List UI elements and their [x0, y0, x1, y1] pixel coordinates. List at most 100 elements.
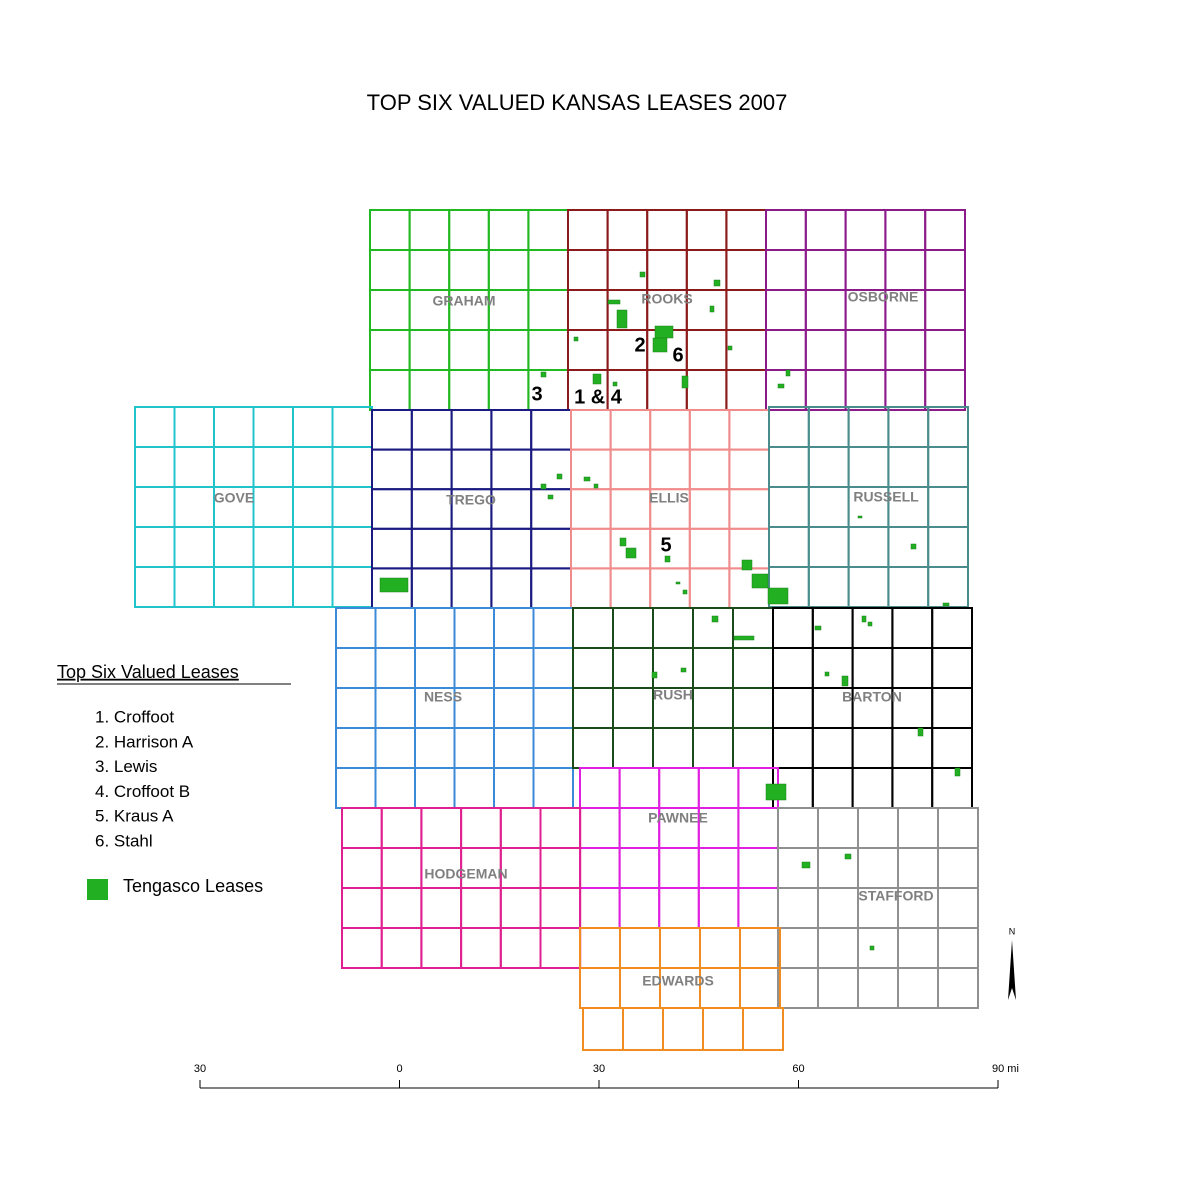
township: [688, 409, 731, 451]
lease-patch: [639, 271, 646, 278]
lease-patch: [767, 587, 789, 605]
legend-item: 4. Croffoot B: [95, 782, 190, 801]
lease-patch: [869, 945, 875, 951]
county-label: NESS: [424, 689, 462, 705]
county: [369, 209, 570, 411]
county: [765, 209, 967, 411]
labels: GRAHAM ROOKS OSBORNE GOVE TREGO ELLIS RUSSELL N…: [214, 289, 934, 989]
township: [173, 486, 215, 528]
township: [884, 249, 927, 291]
township: [692, 727, 734, 769]
township: [579, 767, 621, 809]
township: [619, 927, 661, 969]
lease-patch: [619, 537, 627, 547]
township: [924, 249, 967, 291]
township: [739, 967, 781, 1009]
township: [725, 369, 768, 411]
lease-patch: [765, 783, 787, 801]
scale-label: 90 mi: [992, 1063, 1019, 1075]
township: [408, 209, 451, 251]
township: [612, 687, 654, 729]
township: [530, 448, 573, 491]
township: [570, 488, 612, 530]
township: [662, 1007, 704, 1051]
township: [414, 647, 456, 689]
township: [688, 448, 731, 491]
township: [374, 607, 416, 649]
township: [173, 566, 215, 608]
lease-patch: [651, 671, 658, 679]
lease-patch: [625, 547, 637, 559]
township: [811, 727, 854, 769]
township: [527, 329, 570, 371]
township: [924, 329, 967, 371]
township: [532, 647, 574, 689]
township: [371, 488, 413, 530]
county: [768, 406, 970, 608]
township: [688, 527, 731, 570]
township: [847, 526, 890, 568]
township: [460, 927, 502, 969]
township: [646, 249, 688, 291]
township: [448, 369, 490, 411]
township: [134, 446, 176, 488]
township: [341, 847, 383, 889]
legend-tengasco: Tengasco Leases: [123, 876, 263, 896]
township: [688, 567, 731, 610]
township: [609, 409, 652, 451]
township: [450, 409, 493, 451]
township: [728, 409, 771, 451]
township: [570, 448, 612, 491]
lease-patch: [857, 515, 863, 519]
lease-patch: [727, 345, 733, 351]
township: [649, 567, 691, 610]
township: [134, 486, 176, 528]
township: [414, 767, 456, 809]
township: [732, 687, 774, 729]
township: [857, 967, 899, 1009]
township: [490, 448, 533, 491]
township: [857, 807, 899, 849]
township: [252, 566, 294, 608]
township: [493, 607, 535, 649]
township: [292, 446, 334, 488]
counties: [134, 209, 979, 1051]
township: [453, 607, 495, 649]
county-label: GRAHAM: [433, 293, 496, 309]
township: [817, 967, 859, 1009]
township: [927, 526, 970, 568]
lease-patch: [861, 615, 867, 623]
township: [618, 767, 661, 809]
township: [460, 887, 502, 929]
legend-item: 1. Croffoot: [95, 707, 174, 726]
township: [335, 687, 377, 729]
township: [420, 887, 463, 929]
township: [331, 566, 373, 608]
county: [579, 767, 780, 929]
township: [887, 446, 930, 488]
township: [579, 887, 621, 929]
township: [699, 927, 741, 969]
county: [772, 607, 974, 809]
township: [606, 249, 649, 291]
township: [539, 847, 582, 889]
township: [331, 526, 373, 568]
township: [527, 209, 570, 251]
township: [499, 887, 542, 929]
township: [697, 847, 740, 889]
township: [292, 526, 334, 568]
township: [847, 406, 890, 448]
township: [410, 448, 453, 491]
lease-patch: [652, 337, 668, 353]
north-label: N: [1009, 926, 1016, 936]
lease-label: 3: [531, 383, 542, 405]
lease-patch: [824, 671, 830, 677]
township: [609, 488, 652, 530]
township: [499, 807, 542, 849]
township: [374, 647, 416, 689]
township: [887, 526, 930, 568]
township: [369, 329, 411, 371]
township: [414, 727, 456, 769]
township: [532, 687, 574, 729]
